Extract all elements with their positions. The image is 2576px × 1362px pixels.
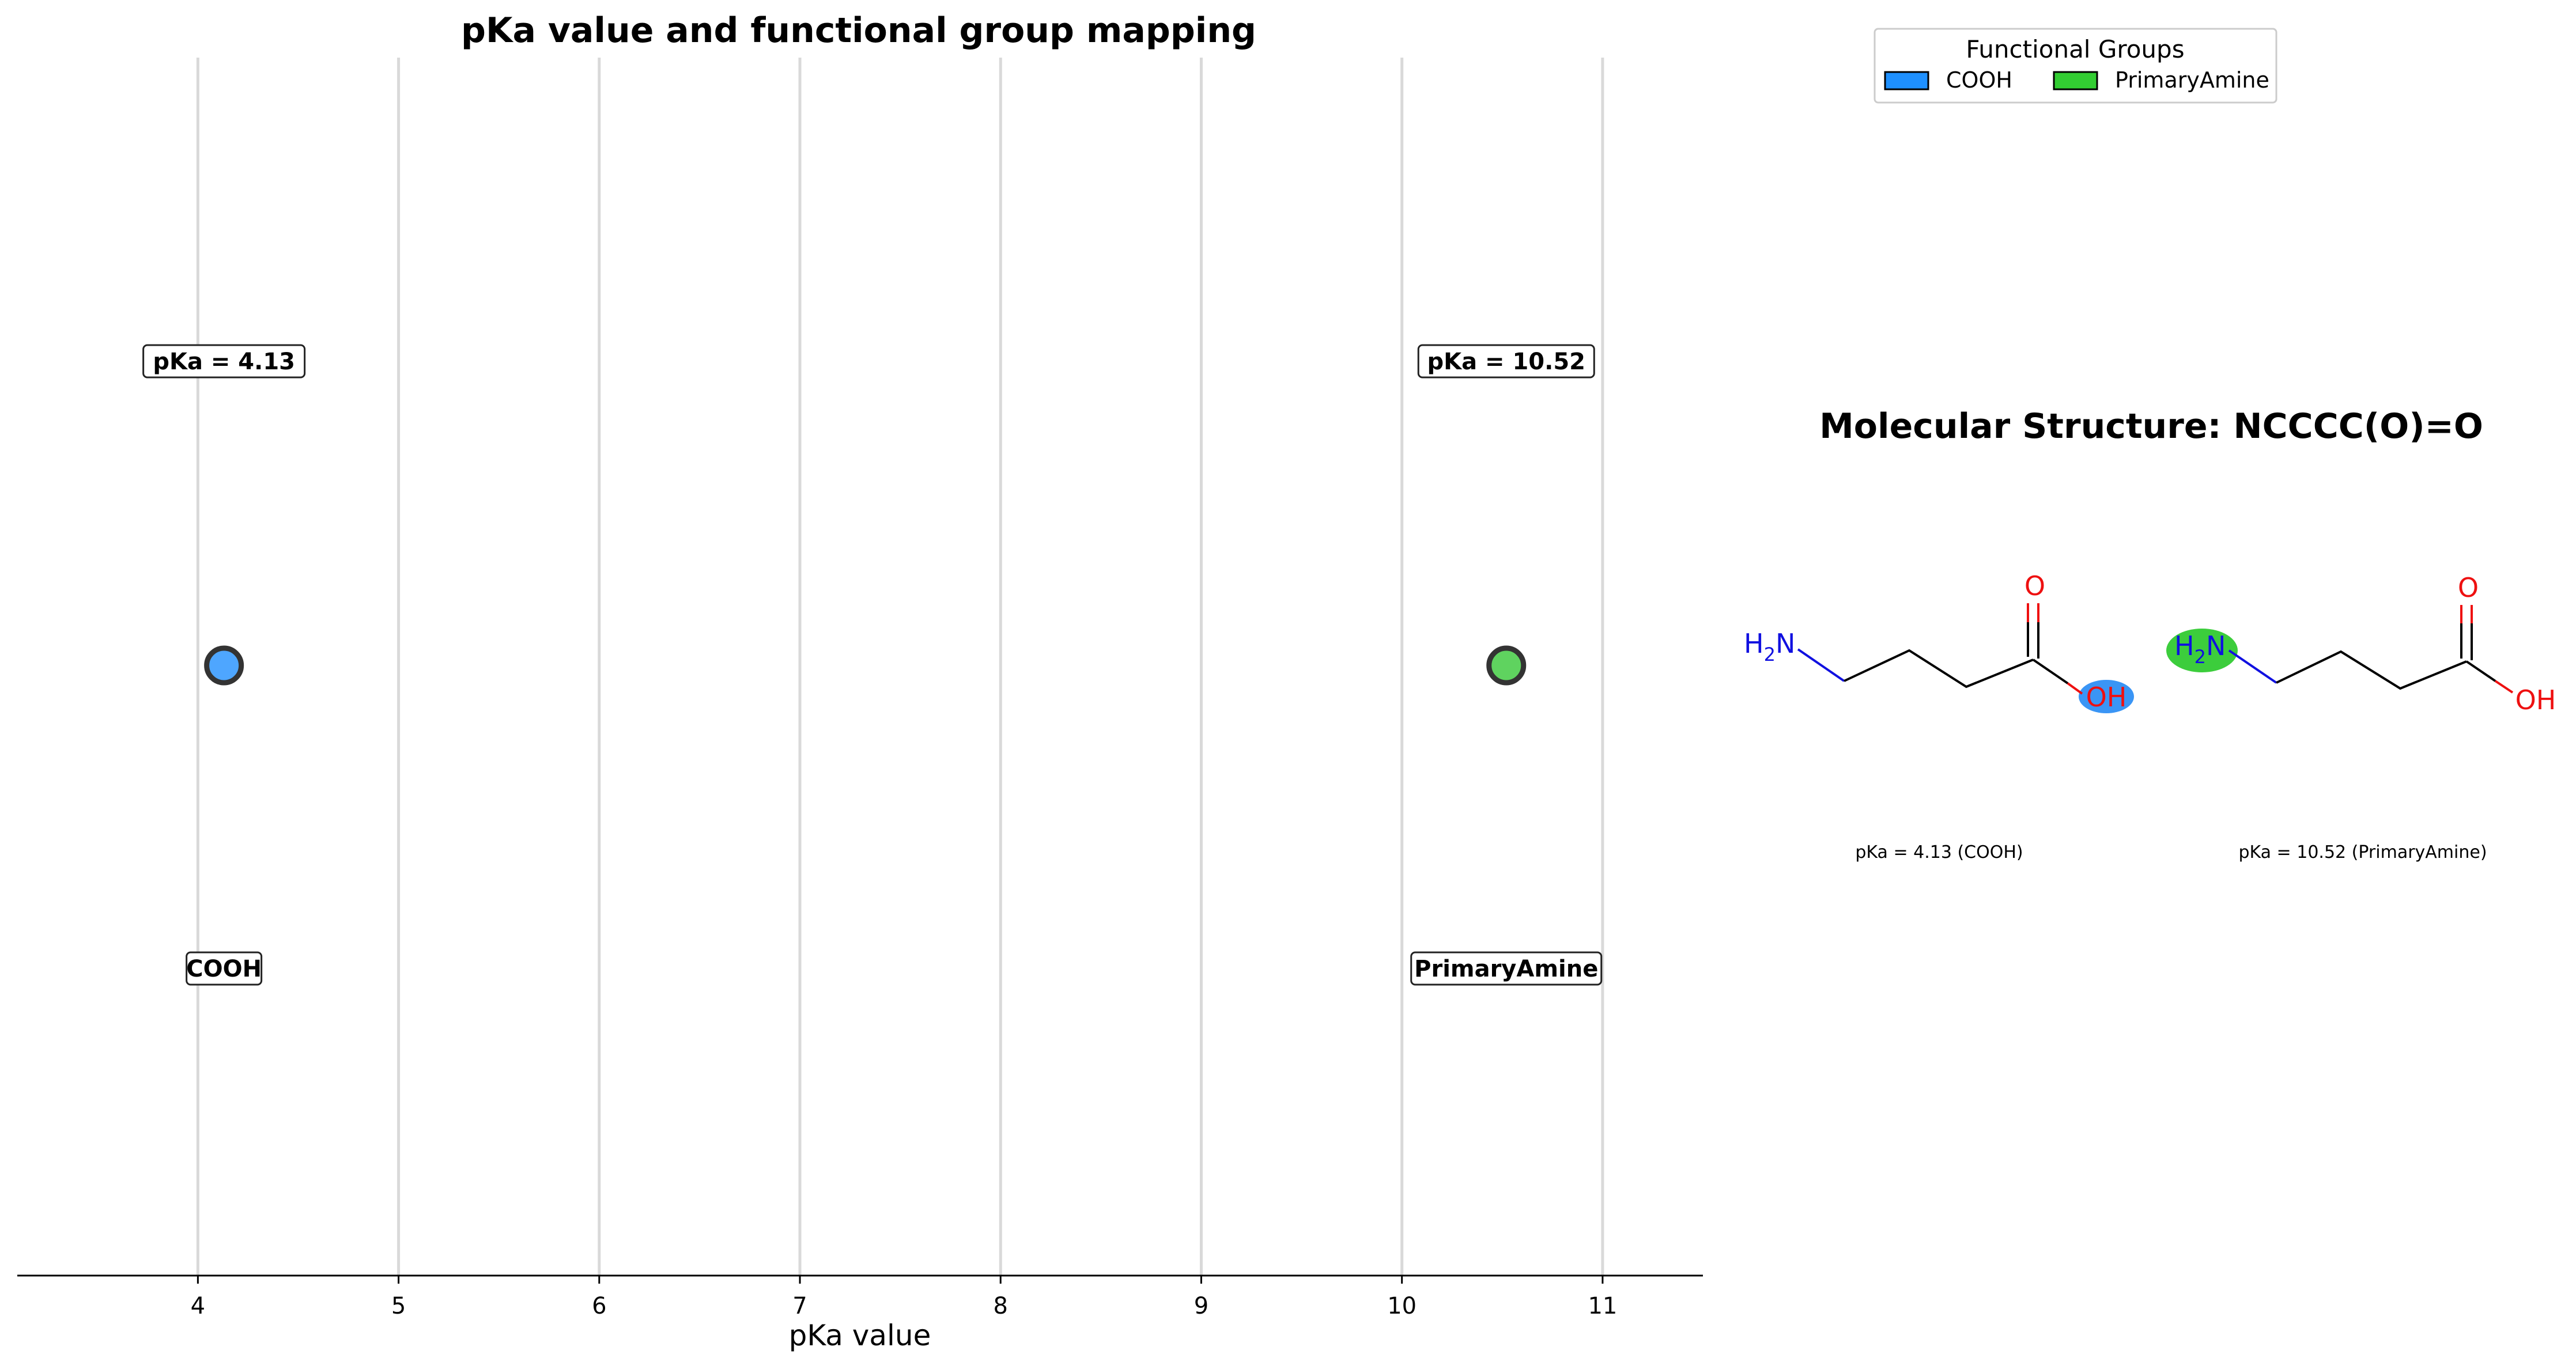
x-tick-label-4: 4 bbox=[191, 1293, 205, 1319]
molecule-panel: Molecular Structure: NCCCC(O)=O H2N O OH… bbox=[1744, 406, 2556, 862]
legend-label-cooh: COOH bbox=[1946, 67, 2012, 93]
bond-c-oh bbox=[2032, 659, 2069, 684]
x-ticks: 4 5 6 7 8 9 10 11 bbox=[191, 1276, 1617, 1319]
pka-label-cooh: pKa = 4.13 bbox=[153, 349, 295, 375]
atom-hydroxyl: OH bbox=[2515, 684, 2556, 716]
x-tick-label-10: 10 bbox=[1387, 1293, 1417, 1319]
double-bond-co bbox=[2027, 622, 2039, 659]
x-tick-label-9: 9 bbox=[1194, 1293, 1208, 1319]
pka-label-primaryamine-box: pKa = 10.52 bbox=[1417, 344, 1595, 379]
legend-frame bbox=[1874, 28, 2277, 104]
pka-label-primaryamine: pKa = 10.52 bbox=[1427, 349, 1585, 375]
carbon-chain bbox=[1844, 649, 2034, 688]
group-label-cooh: COOH bbox=[186, 956, 262, 982]
highlight-hydroxyl bbox=[2079, 680, 2134, 713]
legend-swatch-cooh bbox=[1884, 71, 1929, 90]
legend-title: Functional Groups bbox=[1966, 35, 2184, 63]
x-tick-label-11: 11 bbox=[1588, 1293, 1617, 1319]
highlight-amine bbox=[2166, 629, 2238, 672]
point-cooh bbox=[204, 645, 244, 686]
double-bond-co bbox=[2460, 623, 2473, 660]
legend-swatch-primaryamine bbox=[2053, 71, 2098, 90]
pka-label-cooh-box: pKa = 4.13 bbox=[142, 344, 306, 379]
x-tick-label-5: 5 bbox=[391, 1293, 406, 1319]
legend-label-primaryamine: PrimaryAmine bbox=[2115, 67, 2269, 93]
chart-title: pKa value and functional group mapping bbox=[461, 10, 1256, 51]
x-axis-label: pKa value bbox=[789, 1319, 931, 1352]
x-tick-label-8: 8 bbox=[994, 1293, 1008, 1319]
atom-hydroxyl: OH bbox=[2086, 682, 2127, 713]
carbon-chain bbox=[2276, 650, 2467, 690]
double-bond-co-red bbox=[2027, 603, 2039, 622]
group-label-primaryamine-box: PrimaryAmine bbox=[1410, 951, 1603, 986]
bond-c-oh-red bbox=[2067, 682, 2083, 695]
group-label-cooh-box: COOH bbox=[186, 951, 263, 986]
x-tick-label-6: 6 bbox=[592, 1293, 606, 1319]
data-points: pKa = 4.13 COOH pKa = 10.52 PrimaryAmine bbox=[142, 344, 1603, 986]
legend: Functional Groups COOH PrimaryAmine bbox=[1874, 28, 2277, 104]
grid-lines bbox=[196, 58, 1604, 1276]
pka-label-primaryamine-frame bbox=[1417, 344, 1595, 379]
atom-amine: H2N bbox=[2174, 630, 2226, 668]
molecule-structure-cooh: H2N O OH pKa = 4.13 (COOH) bbox=[1744, 570, 2134, 862]
point-primaryamine bbox=[1486, 645, 1527, 686]
atom-carbonyl-o: O bbox=[2024, 570, 2045, 601]
bond-c-oh-red bbox=[2494, 680, 2514, 694]
group-label-cooh-frame bbox=[186, 951, 263, 986]
double-bond-co-red bbox=[2460, 605, 2473, 623]
molecule-title: Molecular Structure: NCCCC(O)=O bbox=[1819, 406, 2483, 447]
x-tick-label-7: 7 bbox=[792, 1293, 807, 1319]
atom-amine: H2N bbox=[1744, 628, 1795, 665]
pka-label-cooh-frame bbox=[142, 344, 306, 379]
group-label-primaryamine: PrimaryAmine bbox=[1414, 956, 1598, 982]
pka-chart: pKa value and functional group mapping 4… bbox=[17, 10, 1703, 1352]
atom-carbonyl-o: O bbox=[2458, 572, 2479, 603]
bond-n-c1 bbox=[1797, 648, 1845, 682]
panel-caption-cooh: pKa = 4.13 (COOH) bbox=[1855, 842, 2023, 862]
molecule-structure-primaryamine: H2N O OH pKa = 10.52 (PrimaryAmine) bbox=[2166, 572, 2556, 862]
group-label-primaryamine-frame bbox=[1410, 951, 1603, 986]
bond-n-c1 bbox=[2228, 649, 2277, 684]
bond-c-oh bbox=[2465, 660, 2496, 682]
panel-caption-primaryamine: pKa = 10.52 (PrimaryAmine) bbox=[2238, 842, 2487, 862]
